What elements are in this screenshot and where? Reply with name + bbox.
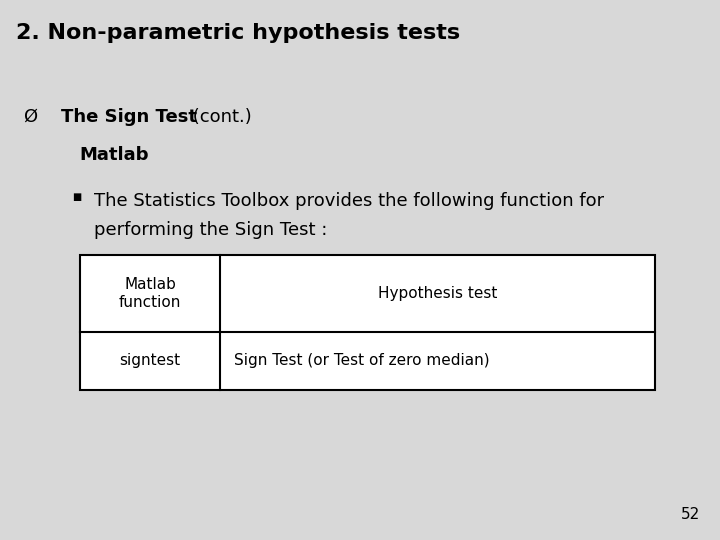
Text: 2. Non-parametric hypothesis tests: 2. Non-parametric hypothesis tests [16, 23, 460, 43]
Text: signtest: signtest [120, 354, 181, 368]
Text: The Sign Test: The Sign Test [61, 108, 197, 126]
Text: (cont.): (cont.) [187, 108, 252, 126]
Bar [80, 255, 655, 390]
Text: Matlab
function: Matlab function [119, 277, 181, 309]
Text: Ø: Ø [23, 108, 37, 126]
Text: performing the Sign Test :: performing the Sign Test : [94, 221, 327, 239]
Text: Hypothesis test: Hypothesis test [378, 286, 498, 301]
Text: The Statistics Toolbox provides the following function for: The Statistics Toolbox provides the foll… [94, 192, 604, 210]
Text: Matlab: Matlab [79, 146, 149, 164]
Text: 52: 52 [680, 507, 700, 522]
Text: ■: ■ [72, 192, 81, 202]
Text: Sign Test (or Test of zero median): Sign Test (or Test of zero median) [234, 354, 490, 368]
